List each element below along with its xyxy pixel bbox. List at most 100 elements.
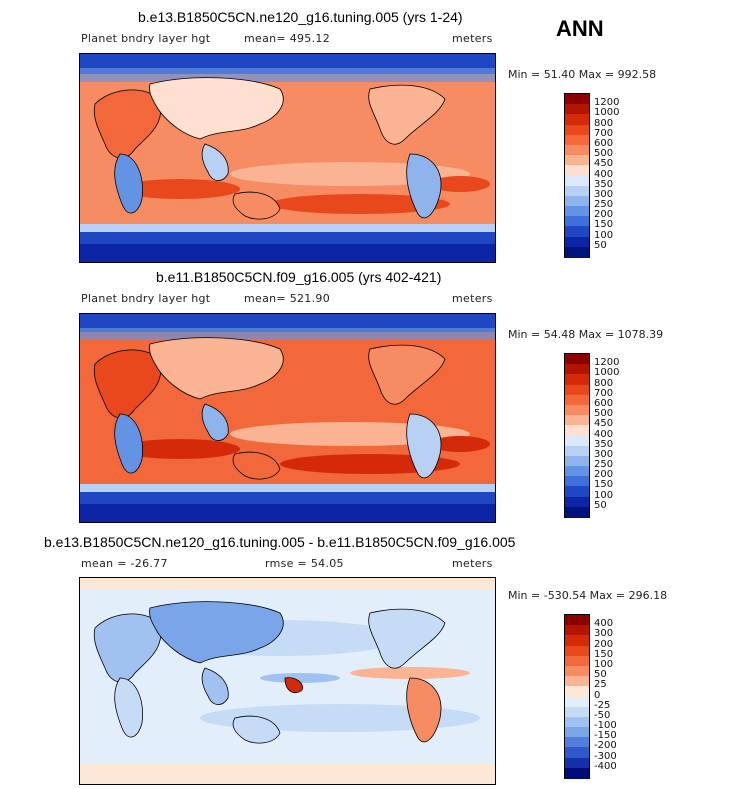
colorbar-tick-label: 50 bbox=[594, 499, 607, 511]
colorbar-swatch bbox=[565, 134, 589, 146]
colorbar-swatch bbox=[565, 374, 589, 386]
colorbar-swatch bbox=[565, 706, 589, 718]
colorbar-swatch bbox=[565, 165, 589, 176]
colorbar-tick-label: -25 bbox=[594, 699, 611, 711]
panel3-minmax: Min = -530.54 Max = 296.18 bbox=[508, 589, 668, 602]
colorbar-tick-label: 50 bbox=[594, 239, 607, 251]
panel3-rmse: rmse = 54.05 bbox=[265, 557, 344, 570]
colorbar-swatch bbox=[565, 216, 589, 227]
colorbar-tick-label: 600 bbox=[594, 397, 614, 409]
colorbar-swatch bbox=[565, 195, 589, 207]
panel3-units: meters bbox=[452, 557, 493, 570]
colorbar-tick-label: 150 bbox=[594, 648, 614, 660]
colorbar-swatch bbox=[565, 425, 589, 436]
colorbar-swatch bbox=[565, 404, 589, 416]
colorbar-swatch bbox=[565, 716, 589, 728]
colorbar-swatch bbox=[565, 415, 589, 426]
colorbar-swatch bbox=[565, 185, 589, 197]
colorbar-swatch bbox=[565, 615, 589, 626]
colorbar-swatch bbox=[565, 155, 589, 166]
colorbar-swatch bbox=[565, 665, 589, 677]
colorbar-tick-label: -100 bbox=[594, 720, 617, 732]
colorbar-tick-label: 300 bbox=[594, 188, 614, 200]
colorbar-tick-label: 300 bbox=[594, 448, 614, 460]
colorbar-tick-label: 100 bbox=[594, 229, 614, 241]
colorbar-tick-label: 450 bbox=[594, 418, 614, 430]
panel1-colorbar bbox=[564, 93, 590, 258]
colorbar-tick-label: 350 bbox=[594, 178, 614, 190]
colorbar-swatch bbox=[565, 476, 589, 487]
panel2-map bbox=[79, 313, 496, 523]
colorbar-swatch bbox=[565, 455, 589, 467]
colorbar-tick-label: 50 bbox=[594, 669, 607, 681]
colorbar-tick-label: 0 bbox=[594, 689, 601, 701]
panel1-mean: mean= 495.12 bbox=[244, 32, 330, 45]
colorbar-tick-label: 150 bbox=[594, 479, 614, 491]
colorbar-tick-label: 25 bbox=[594, 679, 607, 691]
colorbar-swatch bbox=[565, 676, 589, 687]
colorbar-swatch bbox=[565, 104, 589, 115]
colorbar-tick-label: 200 bbox=[594, 209, 614, 221]
panel3-mean: mean = -26.77 bbox=[81, 557, 168, 570]
colorbar-swatch bbox=[565, 445, 589, 457]
colorbar-tick-label: 800 bbox=[594, 377, 614, 389]
colorbar-tick-label: 1000 bbox=[594, 107, 620, 119]
colorbar-tick-label: 400 bbox=[594, 168, 614, 180]
colorbar-tick-label: 100 bbox=[594, 489, 614, 501]
colorbar-tick-label: 250 bbox=[594, 459, 614, 471]
colorbar-swatch bbox=[565, 686, 589, 697]
panel2-units: meters bbox=[452, 292, 493, 305]
colorbar-swatch bbox=[565, 496, 589, 508]
colorbar-swatch bbox=[565, 144, 589, 156]
colorbar-swatch bbox=[565, 354, 589, 365]
colorbar-swatch bbox=[565, 506, 589, 518]
colorbar-swatch bbox=[565, 94, 589, 105]
colorbar-tick-label: 700 bbox=[594, 127, 614, 139]
colorbar-swatch bbox=[565, 747, 589, 759]
colorbar-tick-label: 450 bbox=[594, 158, 614, 170]
colorbar-swatch bbox=[565, 696, 589, 708]
colorbar-tick-label: -50 bbox=[594, 709, 611, 721]
colorbar-tick-label: -300 bbox=[594, 750, 617, 762]
colorbar-swatch bbox=[565, 767, 589, 779]
colorbar-swatch bbox=[565, 655, 589, 667]
panel3-colorbar bbox=[564, 614, 590, 779]
colorbar-tick-label: 150 bbox=[594, 219, 614, 231]
colorbar-tick-label: 400 bbox=[594, 428, 614, 440]
colorbar-swatch bbox=[565, 635, 589, 647]
colorbar-swatch bbox=[565, 364, 589, 375]
panel1-minmax: Min = 51.40 Max = 992.58 bbox=[508, 68, 657, 81]
colorbar-tick-label: -400 bbox=[594, 760, 617, 772]
colorbar-tick-label: 700 bbox=[594, 387, 614, 399]
panel1-map bbox=[79, 53, 496, 263]
colorbar-swatch bbox=[565, 625, 589, 636]
colorbar-swatch bbox=[565, 124, 589, 136]
colorbar-swatch bbox=[565, 384, 589, 396]
colorbar-tick-label: -150 bbox=[594, 730, 617, 742]
colorbar-swatch bbox=[565, 394, 589, 406]
panel2-title: b.e11.B1850C5CN.f09_g16.005 (yrs 402-421… bbox=[156, 269, 442, 285]
colorbar-swatch bbox=[565, 757, 589, 769]
colorbar-tick-label: -200 bbox=[594, 740, 617, 752]
colorbar-tick-label: 350 bbox=[594, 438, 614, 450]
colorbar-tick-label: 100 bbox=[594, 658, 614, 670]
panel2-mean: mean= 521.90 bbox=[244, 292, 330, 305]
colorbar-swatch bbox=[565, 645, 589, 657]
panel1-units: meters bbox=[452, 32, 493, 45]
colorbar-swatch bbox=[565, 727, 589, 738]
panel2-variable: Planet bndry layer hgt bbox=[81, 292, 211, 305]
colorbar-tick-label: 800 bbox=[594, 117, 614, 129]
colorbar-swatch bbox=[565, 236, 589, 248]
colorbar-swatch bbox=[565, 246, 589, 258]
panel2-minmax: Min = 54.48 Max = 1078.39 bbox=[508, 328, 664, 341]
panel3-map bbox=[79, 577, 496, 785]
panel1-title: b.e13.B1850C5CN.ne120_g16.tuning.005 (yr… bbox=[138, 9, 463, 25]
season-label: ANN bbox=[556, 16, 604, 41]
colorbar-swatch bbox=[565, 466, 589, 477]
colorbar-swatch bbox=[565, 175, 589, 187]
colorbar-tick-label: 500 bbox=[594, 408, 614, 420]
panel2-colorbar bbox=[564, 353, 590, 518]
colorbar-tick-label: 600 bbox=[594, 137, 614, 149]
colorbar-swatch bbox=[565, 737, 589, 748]
colorbar-tick-label: 1200 bbox=[594, 97, 620, 109]
